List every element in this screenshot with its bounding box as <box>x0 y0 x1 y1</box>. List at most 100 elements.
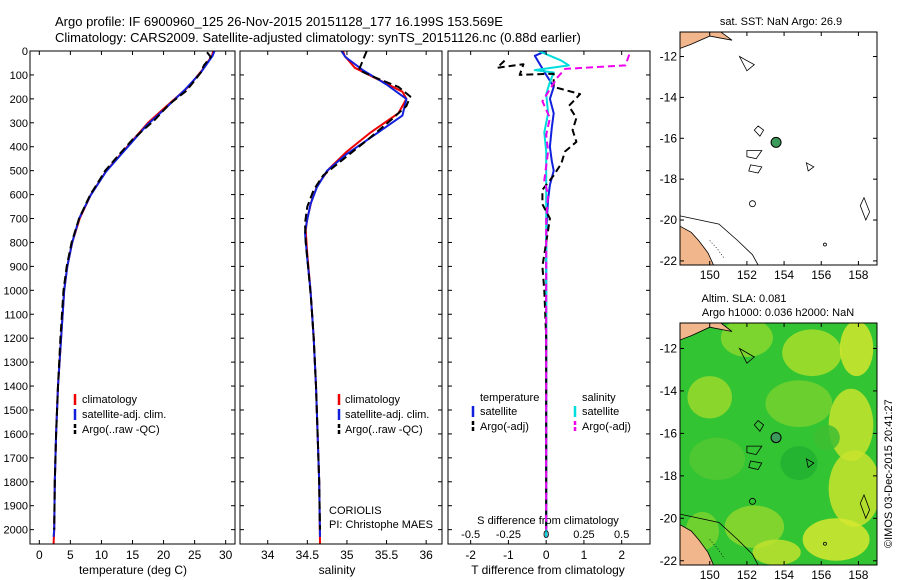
land-australia <box>680 225 714 265</box>
land-png <box>680 32 733 49</box>
sdiff-tick-label: 0.5 <box>614 529 629 541</box>
depth-tick-label: 200 <box>10 94 28 106</box>
depth-tick-label: 1000 <box>4 285 28 297</box>
sla-blob <box>782 329 842 377</box>
sla-blob <box>689 437 746 481</box>
salinity-xtick-label: 34.5 <box>296 548 320 562</box>
sla-blob <box>765 380 833 428</box>
depth-tick-label: 1200 <box>4 333 28 345</box>
sla-blob <box>828 388 874 461</box>
reef-dots <box>709 240 725 260</box>
map-ytick-label: -12 <box>660 341 678 355</box>
island <box>746 150 763 160</box>
difference-legend: temperature salinity satellite Argo(-adj… <box>471 392 631 433</box>
shelf-line <box>680 215 759 265</box>
coriolis-label: CORIOLIS <box>329 505 382 517</box>
island <box>746 445 763 456</box>
salinity-xtick-label: 34 <box>261 548 275 562</box>
depth-tick-label: 700 <box>10 214 28 226</box>
map-xtick-label: 156 <box>811 568 831 580</box>
map-xtick-label: 158 <box>848 268 868 282</box>
map-ytick-label: -14 <box>660 90 678 104</box>
island <box>753 420 765 432</box>
sst-map-title: sat. SST: NaN Argo: 26.9 <box>720 16 842 28</box>
salinity-xtick-label: 35.5 <box>375 548 399 562</box>
map-ocean <box>680 32 877 265</box>
reef-ring <box>749 200 756 208</box>
difference-xtick-label: 1 <box>581 548 588 562</box>
map-ytick-label: -20 <box>660 511 678 525</box>
difference-xtick-label: -1 <box>503 548 514 562</box>
sdiff-tick-label: -0.5 <box>461 529 480 541</box>
shelf-line <box>680 513 759 565</box>
temperature-series-0 <box>52 51 215 544</box>
sla-blob <box>724 505 785 549</box>
temperature-series-2 <box>53 51 212 530</box>
depth-tick-label: 1500 <box>4 405 28 417</box>
map-ytick-label: -16 <box>660 131 678 145</box>
depth-tick-label: 400 <box>10 142 28 154</box>
sst-map: sat. SST: NaN Argo: 26.9 150 152 154 156 158… <box>660 16 878 282</box>
salinity-series-2 <box>304 51 412 530</box>
reef-dots <box>709 539 725 559</box>
depth-tick-label: 2000 <box>4 525 28 537</box>
sla-blob <box>828 450 877 527</box>
sdiff-tick-label: 0.25 <box>573 529 594 541</box>
map-ytick-label: -18 <box>660 172 678 186</box>
float-location-marker <box>770 136 782 148</box>
sla-map-title-1: Altim. SLA: 0.081 <box>702 293 787 305</box>
salinity-x-label: salinity <box>319 563 356 577</box>
salinity-profile-panel: salinity climatology satellite-adj. clim… <box>239 50 443 577</box>
map-frame <box>679 31 878 266</box>
depth-tick-label: 1400 <box>4 381 28 393</box>
map-ytick-label: -22 <box>660 554 678 568</box>
temperature-xtick-label: 30 <box>219 548 233 562</box>
depth-tick-label: 1700 <box>4 453 28 465</box>
depth-tick-label: 0 <box>22 46 28 58</box>
map-xtick-label: 152 <box>737 568 757 580</box>
depth-tick-label: 500 <box>10 166 28 178</box>
island <box>859 493 871 520</box>
map-content <box>680 323 877 565</box>
temperature-xtick-label: 20 <box>157 548 171 562</box>
header-line-2: Climatology: CARS2009. Satellite-adjuste… <box>55 30 581 45</box>
sla-blob <box>752 539 801 565</box>
float-location-marker <box>770 432 782 444</box>
difference-xtick-label: 2 <box>618 548 625 562</box>
legend-t-argo: Argo(-adj) <box>480 421 529 433</box>
island <box>748 164 763 174</box>
sla-blob <box>813 424 840 451</box>
map-frame <box>679 322 878 566</box>
map-ytick-label: -12 <box>660 50 678 64</box>
map-ytick-label: -20 <box>660 213 678 227</box>
sla-blob <box>780 446 818 481</box>
map-ytick-label: -18 <box>660 469 678 483</box>
island <box>805 458 815 469</box>
difference-profile-panel: T difference from climatology S differen… <box>447 50 651 577</box>
sla-map-title-2: Argo h1000: 0.036 h2000: NaN <box>702 307 854 319</box>
temperature-legend-clim: climatology <box>82 394 138 406</box>
difference-series-2 <box>496 59 582 530</box>
island <box>753 125 765 137</box>
temperature-xtick-label: 0 <box>36 548 43 562</box>
salinity-legend: climatology satellite-adj. clim. Argo(..… <box>337 394 429 436</box>
map-ytick-label: -14 <box>660 384 678 398</box>
map-xtick-label: 156 <box>811 268 831 282</box>
sdiff-tick-label: -0.25 <box>496 529 521 541</box>
temperature-x-label: temperature (deg C) <box>79 563 187 577</box>
temperature-profile-panel: temperature (deg C) climatology satellit… <box>4 46 236 577</box>
depth-tick-label: 1800 <box>4 477 28 489</box>
map-xtick-label: 150 <box>700 268 720 282</box>
header-line-1: Argo profile: IF 6900960_125 26-Nov-2015… <box>55 14 503 29</box>
depth-tick-label: 1600 <box>4 429 28 441</box>
depth-tick-label: 1100 <box>4 309 28 321</box>
salinity-legend-clim: climatology <box>345 394 401 406</box>
island <box>738 55 756 72</box>
pi-label: PI: Christophe MAES <box>329 519 433 531</box>
salinity-series-0 <box>304 51 408 544</box>
depth-tick-label: 1900 <box>4 501 28 513</box>
island <box>738 347 755 364</box>
temperature-legend-argo: Argo(..raw -QC) <box>82 424 160 436</box>
temperature-xtick-label: 25 <box>188 548 202 562</box>
